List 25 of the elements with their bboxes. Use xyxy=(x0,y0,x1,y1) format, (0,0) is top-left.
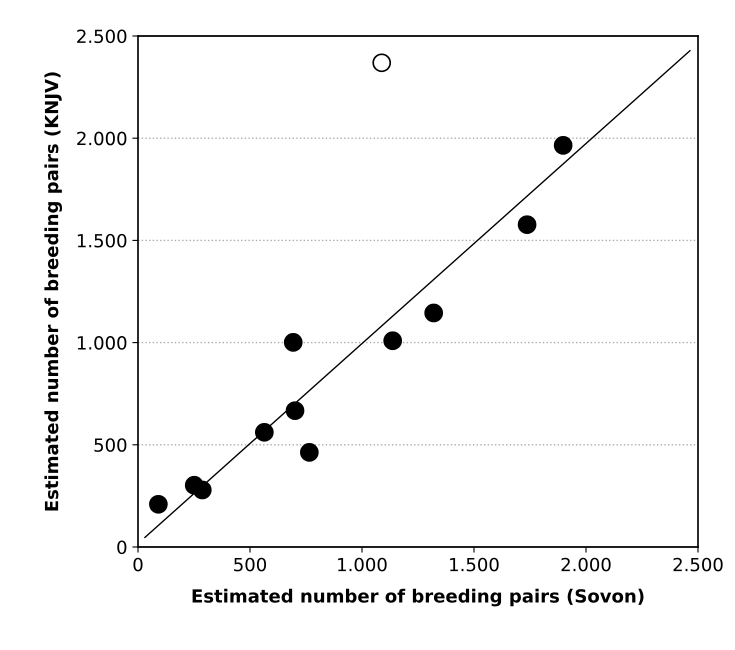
point xyxy=(518,215,536,234)
y-axis-title: Estimated number of breeding pairs (KNJV) xyxy=(44,72,62,511)
y-tick-label: 1.000 xyxy=(78,336,126,350)
y-tick-label: 0 xyxy=(117,540,126,554)
point xyxy=(149,494,168,514)
point xyxy=(383,331,402,350)
x-tick-label: 1.000 xyxy=(338,558,387,572)
y-tick-label: 500 xyxy=(94,438,126,452)
x-tick-label: 500 xyxy=(234,558,266,572)
point xyxy=(284,333,303,352)
point xyxy=(424,304,444,322)
point xyxy=(254,422,274,442)
point xyxy=(192,480,212,500)
x-tick-label: 0 xyxy=(133,558,143,572)
y-tick-label: 2.000 xyxy=(77,132,126,146)
y-tick-label: 2.500 xyxy=(77,29,126,44)
point xyxy=(554,136,572,155)
point xyxy=(300,443,319,462)
point xyxy=(286,401,304,420)
y-tick-label: 1.500 xyxy=(78,234,126,248)
x-tick-label: 2.500 xyxy=(673,558,723,572)
x-axis-title: Estimated number of breeding pairs (Sovon) xyxy=(192,588,644,606)
x-tick-label: 1.500 xyxy=(450,558,499,572)
x-tick-label: 2.000 xyxy=(561,558,611,572)
point xyxy=(372,53,392,72)
